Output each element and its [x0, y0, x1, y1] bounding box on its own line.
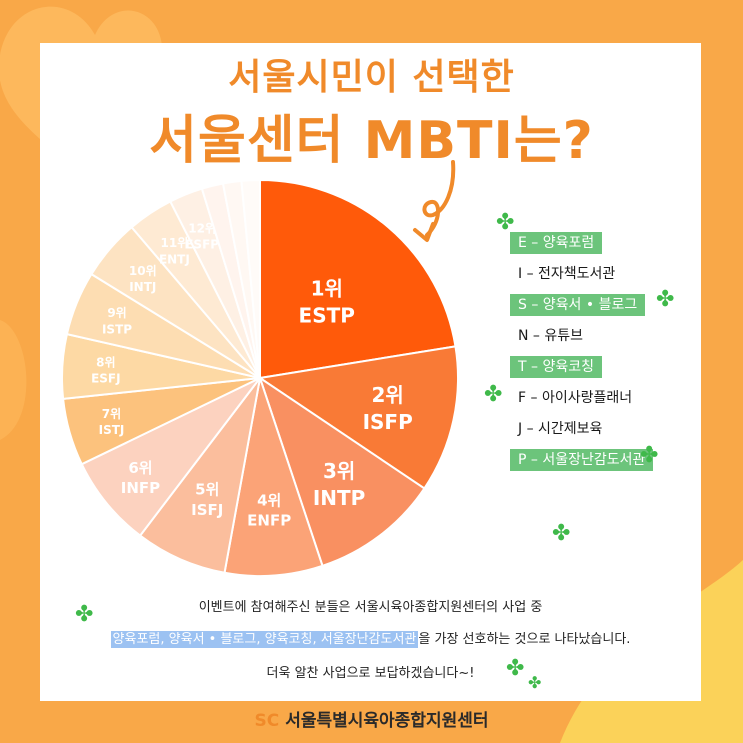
legend-item: N – 유튜브: [518, 328, 584, 344]
legend-item: S – 양육서 • 블로그: [510, 294, 646, 316]
legend-item: F – 아이사랑플래너: [518, 390, 633, 406]
slice-type-label: ESFP: [185, 238, 219, 252]
slice-rank-label: 8위: [96, 356, 115, 370]
page-title-line1: 서울시민이 선택한: [228, 57, 515, 98]
slice-rank-label: 10위: [129, 264, 157, 278]
clover-icon: ✤: [528, 673, 542, 692]
clover-icon: ✤: [552, 521, 571, 546]
clover-icon: ✤: [484, 382, 503, 407]
legend-item: E – 양육포럼: [510, 232, 603, 254]
slice-type-label: ISTJ: [99, 423, 125, 437]
note-line2-rest: 을 가장 선호하는 것으로 나타났습니다.: [418, 632, 631, 647]
legend-item: I – 전자책도서관: [518, 266, 616, 282]
footer: SC 서울특별시육아종합지원센터: [0, 706, 743, 731]
page-title-line2: 서울센터 MBTI는?: [149, 111, 594, 171]
clover-icon: ✤: [75, 602, 94, 627]
pie-slice: [258, 375, 426, 568]
slice-rank-label: 3위: [323, 459, 355, 483]
pie-slice: [259, 178, 457, 380]
organization-name: 서울특별시육아종합지원센터: [285, 711, 489, 731]
legend-item: T – 양육코칭: [510, 356, 602, 378]
note-line3: 더욱 알찬 사업으로 보답하겠습니다~!: [266, 666, 475, 681]
legend-item: P – 서울장난감도서관: [510, 449, 654, 471]
slice-rank-label: 2위: [371, 383, 403, 407]
slice-type-label: ISFJ: [191, 501, 223, 519]
note-highlight: 양육포럼, 양육서 • 블로그, 양육코칭, 서울장난감도서관: [110, 631, 419, 648]
legend-item: J – 시간제보육: [518, 421, 603, 437]
slice-rank-label: 4위: [257, 491, 281, 509]
slice-rank-label: 7위: [102, 407, 121, 421]
slice-type-label: INFP: [121, 479, 160, 497]
clover-icon: ✤: [506, 656, 525, 681]
mbti-pie-chart: 1위 ESTP 2위 ISFP 3위 INTP 4위 ENFP 5위 ISFJ 6위 INFP 7위 IS…: [61, 178, 459, 577]
slice-rank-label: 1위: [311, 277, 343, 301]
legend: E – 양육포럼 I – 전자책도서관 S – 양육서 • 블로그 N – 유튜브 T …: [510, 232, 654, 480]
clover-icon: ✤: [656, 287, 675, 312]
slice-rank-label: 5위: [195, 481, 219, 499]
arrow-icon: [413, 160, 456, 242]
slice-type-label: ENFP: [247, 512, 291, 530]
slice-rank-label: 12위: [188, 221, 216, 235]
slice-type-label: INTJ: [129, 280, 156, 294]
slice-rank-label: 9위: [107, 306, 126, 320]
slice-type-label: ISTP: [102, 322, 132, 336]
pie-slice: [240, 178, 261, 379]
slice-type-label: ESTP: [299, 304, 355, 328]
note-line2: 양육포럼, 양육서 • 블로그, 양육코칭, 서울장난감도서관 을 가장 선호하는…: [40, 628, 701, 648]
note-line1: 이벤트에 참여해주신 분들은 서울시육아종합지원센터의 사업 중: [198, 600, 543, 615]
clover-icon: ✤: [640, 443, 659, 468]
logo: SC: [254, 711, 280, 731]
slice-type-label: ISFP: [363, 410, 413, 434]
pie-slice: [223, 377, 324, 577]
slice-rank-label: 6위: [128, 459, 152, 477]
slice-type-label: ENTJ: [159, 252, 190, 266]
slice-type-label: ESFJ: [91, 372, 121, 386]
pie-slice: [257, 345, 459, 490]
clover-icon: ✤: [496, 210, 515, 235]
slice-type-label: INTP: [313, 486, 365, 510]
slice-rank-label: 11위: [161, 236, 189, 250]
